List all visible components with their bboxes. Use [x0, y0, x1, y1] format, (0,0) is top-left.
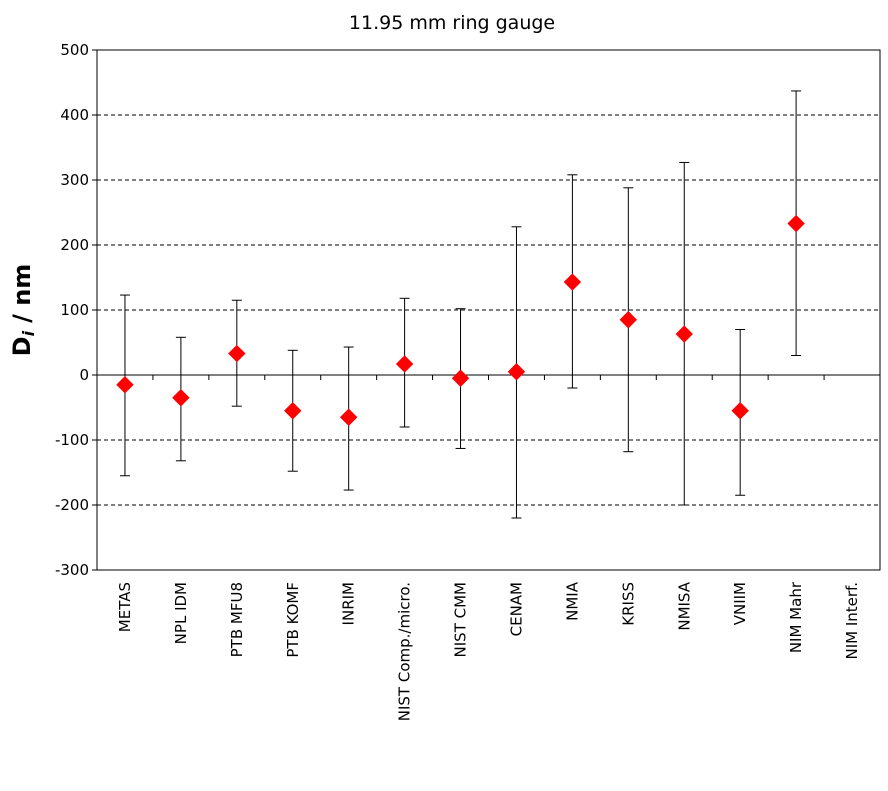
y-tick-label: 500 [60, 41, 89, 59]
y-tick-labels: 500 400 300 200 100 0 -100 -200 -300 [55, 41, 97, 579]
y-tick-label: 200 [60, 236, 89, 254]
x-tick-label: VNIIM [731, 582, 749, 625]
x-tick-label: NMIA [563, 581, 581, 621]
y-tick-label: 300 [60, 171, 89, 189]
y-axis-label-unit: / nm [8, 264, 36, 323]
error-bars [119, 90, 802, 519]
x-tick-label: NIM Mahr [787, 581, 805, 653]
x-tick-label: CENAM [507, 582, 525, 636]
x-tick-label: NIST Comp./micro. [396, 582, 414, 721]
data-point-diamond [395, 355, 414, 373]
data-point-diamond [731, 402, 749, 420]
data-point-diamond [675, 325, 693, 343]
y-axis-label: Di / nm [8, 264, 38, 357]
data-point-diamond [563, 273, 582, 291]
y-tick-label: -100 [55, 431, 89, 449]
y-tick-label: 400 [60, 106, 89, 124]
grid-lines [97, 114, 880, 506]
data-markers [116, 214, 805, 426]
x-tick-label: NIM Interf. [843, 582, 861, 660]
x-tick-label: PTB MFU8 [228, 582, 246, 657]
data-point-diamond [339, 408, 358, 426]
data-point-diamond [507, 363, 526, 381]
zero-line-ticks [96, 375, 881, 380]
y-tick-label: -300 [55, 561, 89, 579]
data-point-diamond [619, 311, 638, 329]
data-point-diamond [116, 376, 134, 394]
data-point-diamond [451, 369, 470, 387]
y-axis-label-subscript: i [19, 330, 38, 336]
data-point-diamond [284, 402, 302, 420]
x-tick-label: NIST CMM [452, 582, 470, 657]
y-axis-label-main: D [8, 336, 36, 356]
x-tick-label: KRISS [619, 582, 637, 626]
y-tick-label: 0 [79, 366, 89, 384]
x-tick-label: METAS [116, 582, 134, 632]
data-point-diamond [228, 344, 246, 363]
y-tick-label: 100 [60, 301, 89, 319]
x-tick-label: PTB KOMF [284, 582, 302, 658]
x-tick-labels: METAS NPL IDM PTB MFU8 PTB KOMF INRIM NIST Co… [116, 581, 861, 721]
x-tick-label: NPL IDM [172, 582, 190, 644]
y-tick-label: -200 [55, 496, 89, 514]
x-tick-label: NMISA [675, 581, 693, 630]
data-point-diamond [172, 389, 190, 407]
data-point-diamond [787, 214, 805, 233]
chart-title: 11.95 mm ring gauge [349, 12, 555, 34]
x-tick-label: INRIM [340, 582, 358, 625]
